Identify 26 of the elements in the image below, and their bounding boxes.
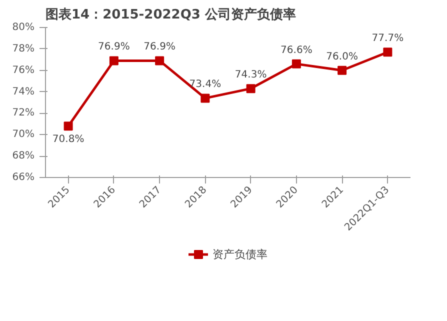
legend-label: 资产负债率: [212, 246, 268, 262]
point: [155, 56, 164, 66]
y-tick-label: 70%: [12, 129, 35, 140]
data-label: 76.6%: [280, 44, 312, 56]
y-tick-label: 74%: [12, 86, 35, 98]
data-label: 76.9%: [98, 42, 130, 53]
data-label: 76.0%: [326, 51, 358, 62]
point: [246, 84, 256, 94]
point: [64, 122, 73, 131]
data-label: 73.4%: [189, 79, 222, 90]
point: [200, 94, 210, 103]
chart-title: 图表14：2015-2022Q3 公司资产负债率: [46, 6, 296, 22]
data-label: 77.7%: [372, 33, 404, 44]
y-tick-label: 78%: [12, 43, 35, 54]
data-label: 76.9%: [144, 42, 176, 53]
y-tick-label: 80%: [12, 22, 35, 33]
y-tick-label: 68%: [12, 150, 35, 162]
y-tick-label: 66%: [12, 172, 35, 183]
y-tick-label: 76%: [12, 64, 35, 76]
data-label: 74.3%: [234, 70, 267, 81]
data-label: 70.8%: [52, 134, 84, 146]
point: [109, 56, 118, 66]
point: [292, 59, 301, 68]
y-tick-label: 72%: [12, 108, 35, 119]
point: [383, 48, 392, 57]
point: [338, 66, 347, 75]
